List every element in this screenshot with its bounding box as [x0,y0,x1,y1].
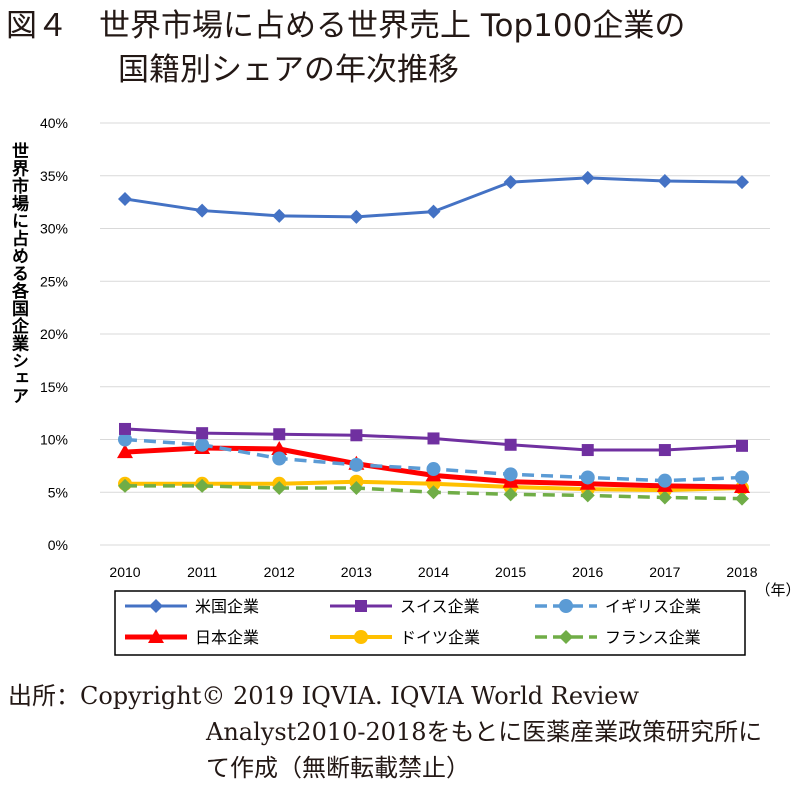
y-tick-label: 10% [40,432,68,448]
x-tick-label: 2015 [495,564,526,580]
data-point [117,444,133,459]
title-line-2: 国籍別シェアの年次推移 [118,52,459,88]
data-point [735,175,749,190]
data-point [195,437,210,452]
data-point [503,487,518,502]
data-point [426,204,441,219]
data-point [273,428,286,441]
data-point [580,170,595,185]
y-tick-label: 20% [40,326,68,342]
x-tick-label: 2018 [726,564,757,580]
line-chart: 0% 5% 10% 15% 20% 25% 30% 35% 40% 2010 2011 2012 201… [40,115,800,656]
y-tick-label: 5% [48,484,68,500]
source-note: 出所：Copyright© 2019 IQVIA. IQVIA World Re… [8,678,762,786]
legend-box [114,590,746,656]
legend-label: フランス企業 [605,628,701,647]
data-point [349,481,364,496]
title-line-1: 図４ 世界市場に占める世界売上 Top100企業の [6,8,686,44]
data-point [272,451,287,466]
data-point [581,444,594,457]
data-point [580,470,595,485]
data-point [735,491,749,506]
legend-label: スイス企業 [400,597,480,616]
y-tick-label: 30% [40,221,68,237]
legend-marker [355,600,367,612]
data-point [272,481,287,496]
x-tick-label: 2014 [418,564,449,580]
source-line-2: Analyst2010-2018をもとに医薬産業政策研究所に [206,718,763,746]
data-point [426,462,441,477]
legend-marker [354,630,368,644]
chart-title: 図４ 世界市場に占める世界売上 Top100企業の国籍別シェアの年次推移 [6,4,685,92]
x-tick-label: 2010 [109,564,140,580]
data-point [736,439,748,452]
data-point [118,432,132,447]
legend-marker [149,599,163,613]
data-point [658,444,671,457]
data-point [272,208,287,223]
data-point [271,440,288,455]
data-point [427,432,440,445]
data-point [734,478,750,493]
data-point [118,191,132,206]
data-point [349,457,364,472]
legend-label: ドイツ企業 [400,628,480,647]
source-line-1: 出所：Copyright© 2019 IQVIA. IQVIA World Re… [8,682,640,710]
legend-marker [559,630,573,644]
y-tick-label: 40% [40,115,68,131]
x-tick-label: 2011 [187,564,217,580]
legend-marker [559,599,573,613]
data-point [195,203,210,218]
y-tick-label: 35% [40,168,68,184]
data-point [504,438,517,451]
data-point [657,490,672,505]
legend-label: 米国企業 [195,597,259,616]
data-point [119,422,131,435]
source-line-3: て作成（無断転載禁止） [206,754,470,782]
legend-marker [148,629,164,643]
x-tick-label: 2012 [264,564,295,580]
data-point [350,429,363,442]
x-axis-unit: （年） [755,581,800,599]
data-point [118,478,132,493]
data-point [580,488,595,503]
data-point [195,478,210,493]
data-point [503,175,518,190]
data-point [196,427,209,440]
x-tick-label: 2016 [572,564,603,580]
y-tick-label: 15% [40,379,68,395]
data-point [349,209,364,224]
data-point [735,470,749,485]
data-point [657,174,672,189]
x-tick-label: 2017 [649,564,680,580]
y-tick-label: 25% [40,273,68,289]
data-point [657,473,672,488]
x-tick-label: 2013 [341,564,372,580]
y-axis-label: 世界市場に占める各国企業シェア [8,142,28,405]
legend-label: イギリス企業 [605,597,701,616]
legend-label: 日本企業 [195,628,259,647]
data-point [426,485,441,500]
data-point [503,467,518,482]
y-tick-label: 0% [48,537,68,553]
